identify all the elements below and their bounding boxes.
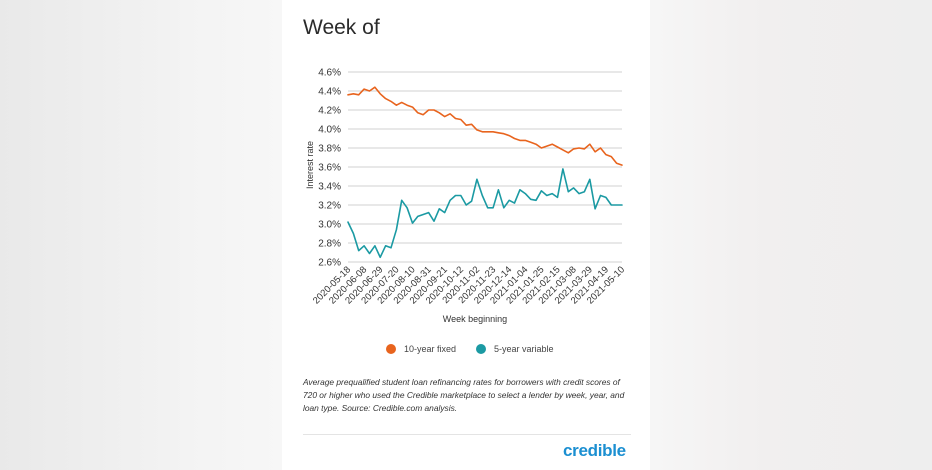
divider [303,434,631,435]
x-axis-label: Week beginning [443,314,507,324]
chart-caption: Average prequalified student loan refina… [303,377,625,413]
chart-legend: 10-year fixed 5-year variable [386,340,574,358]
chart-title: Week of [303,16,380,39]
y-tick-label: 4.6% [318,68,341,79]
y-tick-label: 3.8% [318,144,341,155]
y-tick-label: 2.8% [318,239,341,250]
legend-dot-icon [476,344,487,354]
y-tick-label: 3.0% [318,220,341,231]
y-axis-label: Interest rate [305,141,315,189]
chart-card [282,0,650,470]
legend-item-5-year-variable[interactable]: 5-year variable [476,344,554,354]
y-tick-label: 4.4% [318,87,341,98]
series-line-5-year-variable [347,168,623,259]
y-tick-label: 3.4% [318,182,341,193]
legend-label: 5-year variable [494,344,554,354]
legend-item-10-year-fixed[interactable]: 10-year fixed [386,344,456,354]
legend-label: 10-year fixed [404,344,457,354]
legend-dot-icon [386,344,396,354]
y-tick-label: 3.2% [318,201,341,212]
y-tick-label: 4.0% [318,125,341,136]
credible-logo[interactable]: credible [563,441,626,460]
series-line-10-year-fixed [347,86,623,166]
y-tick-label: 3.6% [318,163,341,174]
y-tick-label: 4.2% [318,106,341,117]
y-tick-label: 2.6% [318,258,341,269]
